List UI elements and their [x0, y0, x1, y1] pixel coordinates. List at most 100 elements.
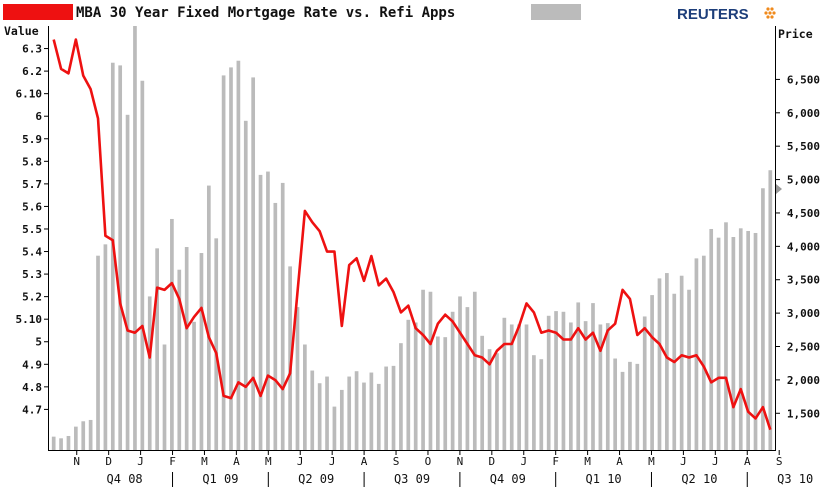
refi-apps-bar — [51, 436, 56, 450]
refi-apps-bar — [162, 344, 167, 450]
month-tick-label: O — [425, 455, 432, 468]
refi-apps-bar — [339, 389, 344, 450]
refi-apps-bar — [428, 291, 433, 450]
left-tick-label: 5.7 — [22, 178, 42, 191]
refi-apps-bar — [391, 365, 396, 450]
refi-apps-bar — [731, 237, 736, 450]
refi-apps-bar — [605, 323, 610, 450]
refi-apps-bar — [561, 311, 566, 450]
refi-apps-bar — [243, 120, 248, 450]
refi-apps-bar — [376, 383, 381, 450]
globe-dot-icon — [764, 7, 776, 19]
refi-apps-bar — [761, 188, 765, 450]
left-axis-title: Value — [4, 24, 39, 38]
refi-apps-bar — [81, 421, 86, 450]
refi-apps-bar — [716, 237, 721, 450]
refi-apps-bar — [88, 419, 93, 450]
month-tick-label: J — [712, 455, 719, 468]
refi-apps-bar — [738, 228, 743, 450]
refi-apps-bar — [458, 296, 462, 450]
left-tick-label: 5.8 — [22, 155, 42, 168]
refi-apps-bar — [59, 438, 63, 450]
refi-apps-bars — [51, 26, 773, 451]
refi-apps-bar — [583, 321, 588, 450]
quarter-tick-label: Q1 10 — [586, 472, 622, 486]
left-tick-label: 5.2 — [22, 291, 42, 304]
refi-apps-bar — [546, 315, 551, 450]
refi-apps-bar — [753, 232, 758, 450]
refi-apps-bar — [532, 355, 536, 450]
right-tick-label: 6,000 — [787, 107, 820, 120]
refi-apps-bar — [325, 376, 329, 450]
refi-apps-bar — [524, 324, 529, 450]
refi-apps-bar — [628, 361, 632, 450]
quarter-tick-label: Q3 10 — [777, 472, 813, 486]
refi-apps-bar — [288, 266, 292, 450]
refi-apps-bar — [406, 319, 411, 450]
refi-apps-bar — [103, 244, 108, 450]
left-tick-label: 4.8 — [22, 381, 42, 394]
refi-apps-bar — [170, 218, 174, 450]
reuters-wordmark: REUTERS — [677, 6, 749, 23]
left-tick-label: 5.5 — [22, 223, 42, 236]
month-tick-label: N — [457, 455, 464, 468]
month-tick-label: A — [361, 455, 368, 468]
refi-apps-bar — [362, 382, 366, 450]
refi-apps-bar — [746, 230, 750, 450]
refi-apps-bar — [472, 291, 477, 450]
refi-apps-bar — [251, 77, 256, 450]
refi-apps-bar — [347, 376, 352, 450]
refi-apps-bar — [155, 248, 159, 450]
refi-apps-bar — [517, 324, 521, 450]
refi-apps-bar — [206, 185, 211, 450]
refi-apps-bar — [266, 171, 270, 450]
refi-apps-bar — [258, 174, 263, 450]
left-tick-label: 5.9 — [22, 133, 42, 146]
month-tick-label: M — [648, 455, 655, 468]
refi-apps-bar — [687, 289, 691, 450]
left-tick-label: 6.10 — [16, 88, 43, 101]
refi-apps-bar — [701, 255, 706, 450]
refi-apps-bar — [192, 321, 196, 450]
refi-apps-bar — [273, 202, 278, 450]
month-tick-label: F — [552, 455, 559, 468]
right-tick-label: 2,500 — [787, 341, 820, 354]
right-tick-label: 5,000 — [787, 174, 820, 187]
refi-apps-bar — [74, 426, 78, 450]
month-tick-label: A — [744, 455, 751, 468]
refi-apps-bar — [487, 349, 492, 450]
month-tick-label: J — [137, 455, 144, 468]
month-tick-label: M — [584, 455, 591, 468]
month-tick-label: J — [297, 455, 304, 468]
refi-apps-bar — [280, 182, 285, 450]
axes — [48, 26, 776, 451]
refi-apps-bar — [177, 269, 182, 450]
left-tick-label: 6.2 — [22, 65, 42, 78]
left-tick-label: 5.6 — [22, 200, 42, 213]
refi-apps-bar — [317, 383, 322, 450]
month-tick-label: M — [201, 455, 208, 468]
apps-legend-swatch — [531, 4, 581, 20]
refi-apps-bar — [332, 406, 337, 450]
refi-apps-bar — [576, 302, 581, 450]
right-tick-label: 6,500 — [787, 73, 820, 86]
refi-apps-bar — [384, 366, 388, 450]
refi-apps-bar — [221, 75, 226, 450]
refi-apps-bar — [354, 371, 359, 450]
right-tick-label: 4,500 — [787, 207, 820, 220]
refi-apps-bar — [613, 358, 618, 450]
refi-apps-bar — [147, 296, 152, 450]
refi-apps-bar — [650, 295, 654, 450]
refi-apps-bar — [110, 62, 115, 450]
refi-apps-bar — [399, 343, 403, 450]
month-tick-label: S — [393, 455, 400, 468]
month-tick-label: A — [233, 455, 240, 468]
right-tick-label: 4,000 — [787, 240, 820, 253]
refi-apps-bar — [443, 337, 448, 450]
refi-apps-bar — [421, 289, 425, 450]
left-tick-label: 4.7 — [22, 403, 42, 416]
refi-apps-bar — [598, 324, 603, 450]
month-tick-label: D — [105, 455, 112, 468]
